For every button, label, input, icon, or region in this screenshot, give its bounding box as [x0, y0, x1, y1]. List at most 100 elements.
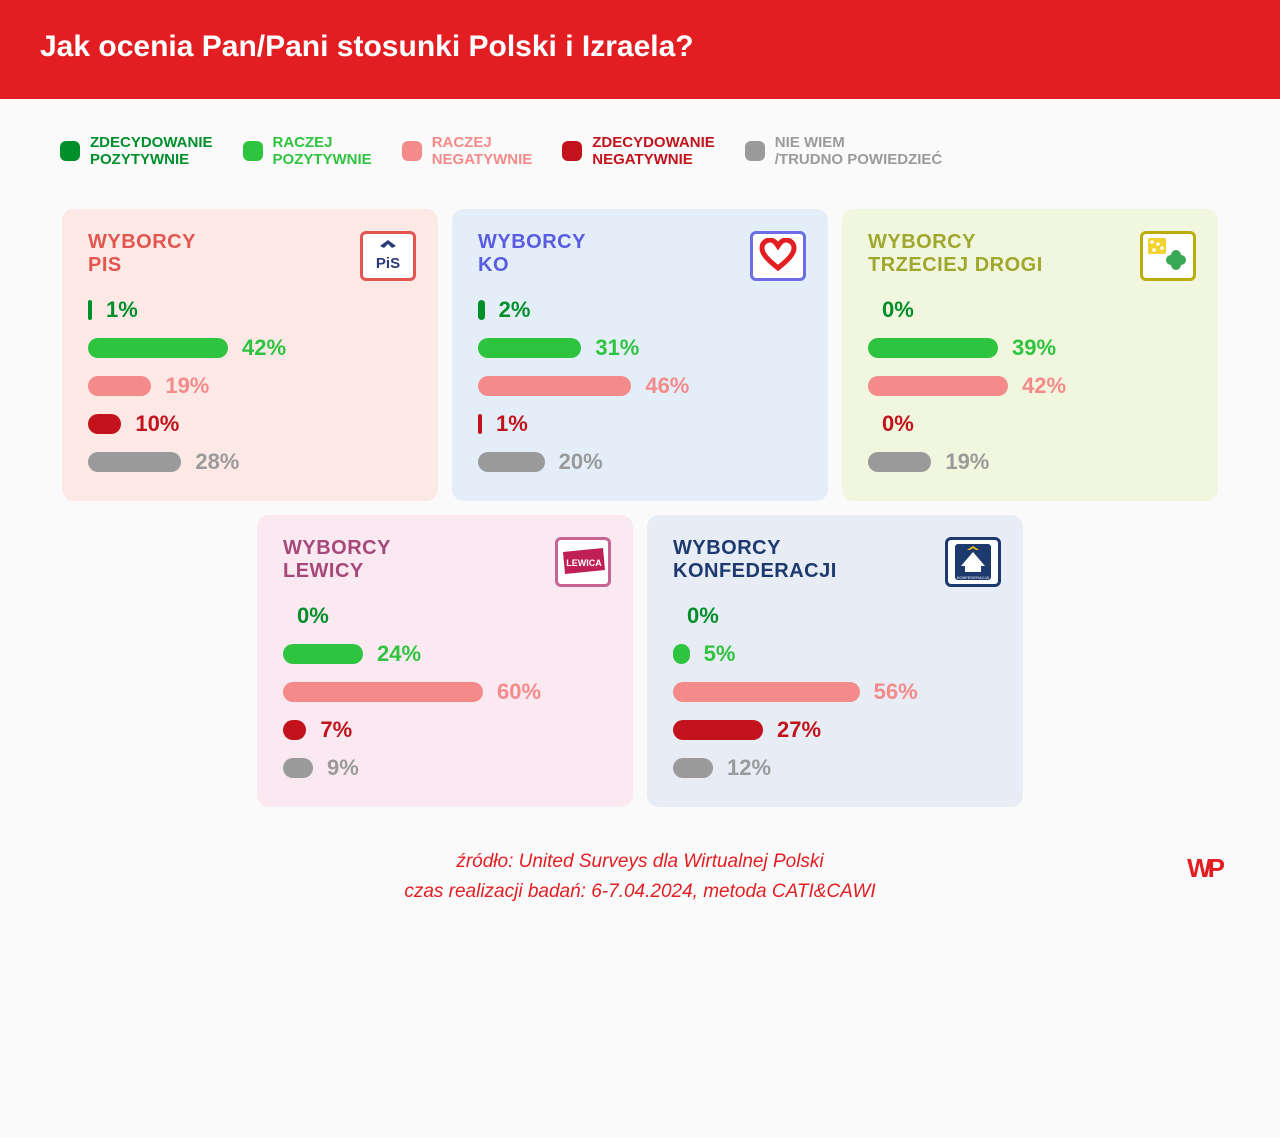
bar-value-label: 42% — [1022, 373, 1066, 399]
bar-row: 19% — [868, 449, 1192, 475]
bar — [673, 720, 763, 740]
bar — [283, 644, 363, 664]
legend-swatch — [562, 141, 582, 161]
legend-label: NIE WIEM /TRUDNO POWIEDZIEĆ — [775, 134, 943, 169]
bar-row: 19% — [88, 373, 412, 399]
bar-value-label: 10% — [135, 411, 179, 437]
legend-label: RACZEJ POZYTYWNIE — [273, 134, 372, 169]
bar-row: 10% — [88, 411, 412, 437]
brand-logo: WP — [1187, 853, 1225, 884]
bar-value-label: 1% — [106, 297, 138, 323]
footer-source: źródło: United Surveys dla Wirtualnej Po… — [0, 851, 1280, 873]
bar-row: 0% — [673, 603, 997, 629]
bar-value-label: 1% — [496, 411, 528, 437]
panel: WYBORCY LEWICYLEWICA0%24%60%7%9% — [257, 515, 633, 807]
legend-swatch — [60, 141, 80, 161]
bar-value-label: 60% — [497, 679, 541, 705]
bar-row: 42% — [88, 335, 412, 361]
bar-value-label: 27% — [777, 717, 821, 743]
legend-item: ZDECYDOWANIE NEGATYWNIE — [562, 134, 715, 169]
bar-row: 60% — [283, 679, 607, 705]
bar — [673, 758, 713, 778]
bar-value-label: 7% — [320, 717, 352, 743]
bar — [478, 338, 581, 358]
bars: 0% 24% 60% 7% 9% — [283, 603, 607, 781]
bar-value-label: 0% — [297, 603, 329, 629]
footer-meta: czas realizacji badań: 6-7.04.2024, meto… — [0, 881, 1280, 903]
bar — [673, 682, 860, 702]
bars: 1% 42% 19% 10% 28% — [88, 297, 412, 475]
legend: ZDECYDOWANIE POZYTYWNIE RACZEJ POZYTYWNIE… — [0, 99, 1280, 199]
legend-label: ZDECYDOWANIE POZYTYWNIE — [90, 134, 213, 169]
bar-row: 0% — [868, 297, 1192, 323]
bar — [283, 720, 306, 740]
bar-value-label: 19% — [945, 449, 989, 475]
bar — [478, 300, 485, 320]
legend-item: NIE WIEM /TRUDNO POWIEDZIEĆ — [745, 134, 943, 169]
header: Jak ocenia Pan/Pani stosunki Polski i Iz… — [0, 0, 1280, 99]
bars: 0% 5% 56% 27% 12% — [673, 603, 997, 781]
bar-row: 9% — [283, 755, 607, 781]
bar-row: 24% — [283, 641, 607, 667]
legend-item: ZDECYDOWANIE POZYTYWNIE — [60, 134, 213, 169]
svg-text:PiS: PiS — [376, 255, 400, 272]
bar — [673, 644, 690, 664]
legend-item: RACZEJ POZYTYWNIE — [243, 134, 372, 169]
bar-row: 39% — [868, 335, 1192, 361]
bar — [478, 452, 545, 472]
bar-row: 7% — [283, 717, 607, 743]
party-logo-icon: KONFEDERACJA — [945, 537, 1001, 587]
bar — [478, 414, 482, 434]
legend-swatch — [745, 141, 765, 161]
party-logo-icon: PiS — [360, 231, 416, 281]
bar — [478, 376, 631, 396]
panels-container: WYBORCY PISPiS1%42%19%10%28%WYBORCY KO2%… — [0, 199, 1280, 831]
bar-value-label: 28% — [195, 449, 239, 475]
bar-value-label: 42% — [242, 335, 286, 361]
panel: WYBORCY KO2%31%46%1%20% — [452, 209, 828, 501]
bar-row: 5% — [673, 641, 997, 667]
bar — [88, 300, 92, 320]
bars: 2% 31%46% 1% 20% — [478, 297, 802, 475]
bar-row: 12% — [673, 755, 997, 781]
bar — [283, 682, 483, 702]
bar-row: 27% — [673, 717, 997, 743]
page-title: Jak ocenia Pan/Pani stosunki Polski i Iz… — [40, 30, 1240, 64]
panel: WYBORCY TRZECIEJ DROGI0%39%42%0%19% — [842, 209, 1218, 501]
bar — [868, 452, 931, 472]
bar — [88, 414, 121, 434]
bar-value-label: 46% — [645, 373, 689, 399]
bar — [88, 452, 181, 472]
bar-row: 28% — [88, 449, 412, 475]
bar — [283, 758, 313, 778]
party-logo-icon: LEWICA — [555, 537, 611, 587]
bar-row: 2% — [478, 297, 802, 323]
bar-row: 31% — [478, 335, 802, 361]
svg-text:KONFEDERACJA: KONFEDERACJA — [957, 575, 990, 580]
bar-value-label: 19% — [165, 373, 209, 399]
bar — [868, 338, 998, 358]
bar-value-label: 9% — [327, 755, 359, 781]
bar-value-label: 20% — [559, 449, 603, 475]
panel-row-2: WYBORCY LEWICYLEWICA0%24%60%7%9%WYBORCY … — [10, 515, 1270, 807]
panel: WYBORCY PISPiS1%42%19%10%28% — [62, 209, 438, 501]
bar-value-label: 24% — [377, 641, 421, 667]
svg-text:LEWICA: LEWICA — [566, 558, 602, 568]
bar-value-label: 31% — [595, 335, 639, 361]
footer: źródło: United Surveys dla Wirtualnej Po… — [0, 831, 1280, 943]
bar-value-label: 0% — [882, 297, 914, 323]
legend-swatch — [243, 141, 263, 161]
bar-row: 42% — [868, 373, 1192, 399]
party-logo-icon — [1140, 231, 1196, 281]
legend-label: RACZEJ NEGATYWNIE — [432, 134, 533, 169]
bar-value-label: 56% — [874, 679, 918, 705]
bars: 0%39%42%0%19% — [868, 297, 1192, 475]
bar-value-label: 39% — [1012, 335, 1056, 361]
bar-row: 1% — [478, 411, 802, 437]
bar-value-label: 5% — [704, 641, 736, 667]
bar-row: 20% — [478, 449, 802, 475]
bar-value-label: 2% — [499, 297, 531, 323]
bar — [88, 376, 151, 396]
legend-item: RACZEJ NEGATYWNIE — [402, 134, 533, 169]
panel: WYBORCY KONFEDERACJIKONFEDERACJA0%5%56%2… — [647, 515, 1023, 807]
